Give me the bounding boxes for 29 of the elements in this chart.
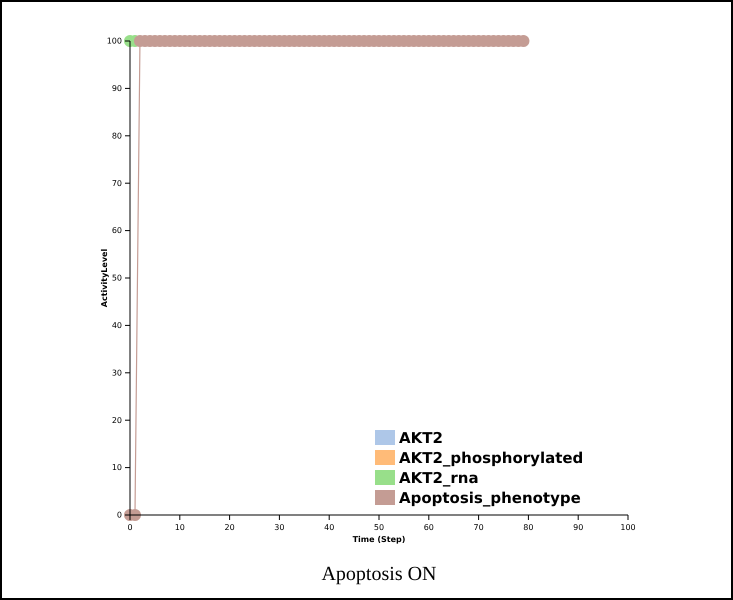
x-tick-label: 90 bbox=[573, 523, 584, 532]
text: Apoptosis ON bbox=[321, 563, 437, 585]
y-tick-label: 70 bbox=[112, 178, 122, 188]
x-tick-label: 70 bbox=[474, 523, 484, 532]
y-tick-label: 30 bbox=[112, 368, 122, 378]
x-tick-label: 80 bbox=[523, 523, 534, 532]
x-tick-label: 60 bbox=[424, 523, 434, 532]
y-tick-label: 60 bbox=[112, 226, 122, 236]
y-tick-label: 90 bbox=[112, 84, 122, 93]
y-tick-label: 10 bbox=[112, 463, 122, 472]
x-tick-label: 100 bbox=[620, 523, 636, 532]
x-tick-label: 10 bbox=[174, 523, 185, 532]
legend-label: AKT2 bbox=[399, 429, 443, 447]
x-tick-label: 40 bbox=[324, 523, 334, 532]
legend-label: Apoptosis_phenotype bbox=[399, 489, 581, 507]
x-tick-label: 0 bbox=[127, 523, 133, 532]
y-axis-title: ActivityLevel bbox=[100, 248, 109, 308]
y-tick-label: 50 bbox=[112, 274, 122, 283]
y-tick-label: 100 bbox=[106, 36, 122, 46]
x-axis-title: Time (Step) bbox=[352, 535, 406, 544]
y-tick-label: 80 bbox=[112, 131, 122, 140]
x-tick-label: 20 bbox=[224, 523, 235, 532]
legend-label: AKT2_rna bbox=[399, 469, 479, 487]
y-tick-label: 20 bbox=[112, 416, 122, 425]
legend-label: AKT2_phosphorylated bbox=[399, 449, 584, 467]
x-tick-label: 30 bbox=[274, 523, 284, 532]
x-tick-label: 50 bbox=[374, 523, 384, 532]
y-tick-label: 40 bbox=[112, 320, 122, 330]
y-tick-label: 0 bbox=[116, 510, 122, 520]
